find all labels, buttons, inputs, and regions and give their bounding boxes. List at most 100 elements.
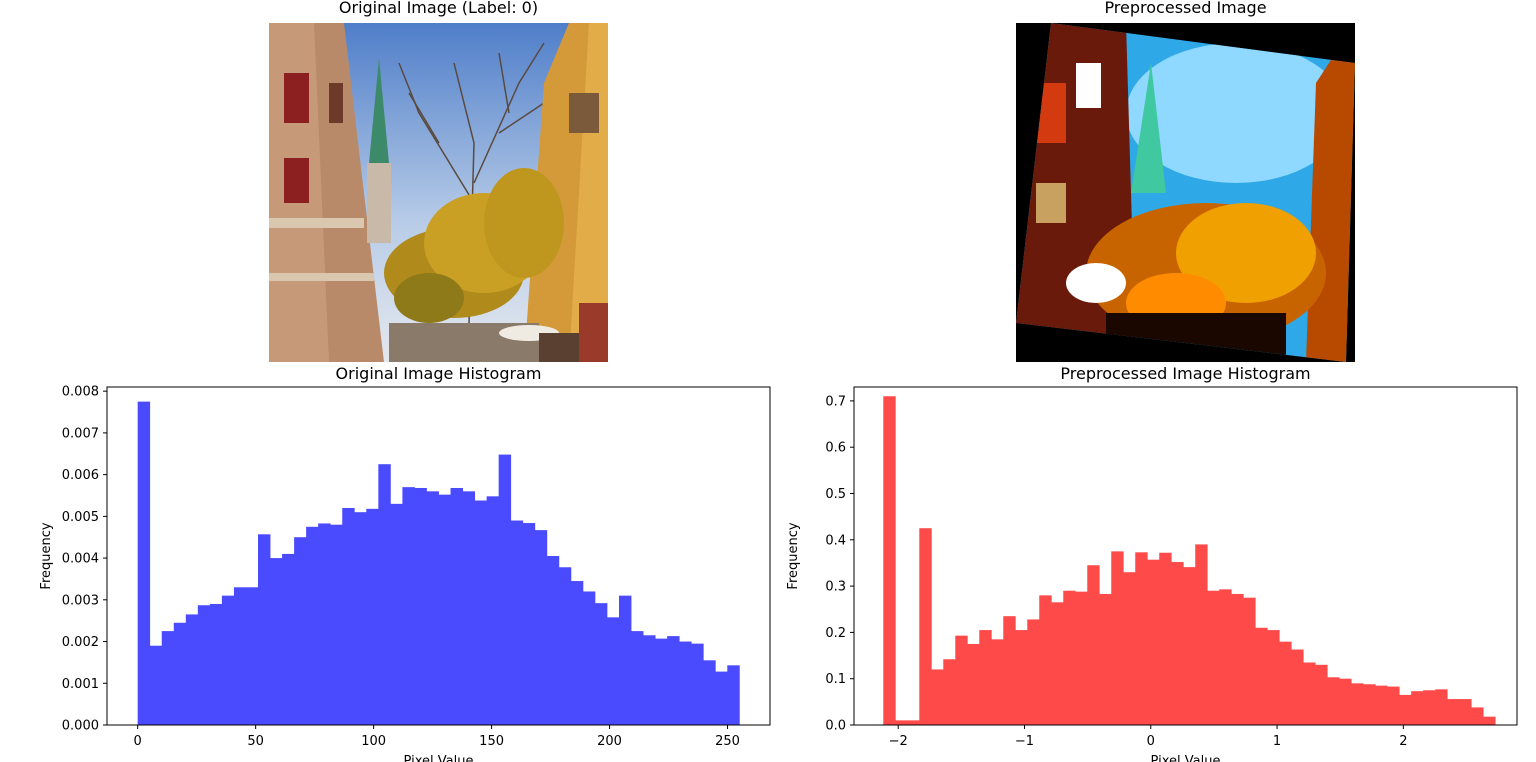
preprocessed-histogram-bar — [919, 528, 932, 725]
original-histogram-bar — [631, 631, 644, 725]
preprocessed-y-tick-label: 0.3 — [825, 580, 846, 595]
original-x-tick-label: 150 — [479, 734, 504, 749]
original-histogram-bar — [390, 503, 403, 725]
original-histogram-bar — [173, 622, 187, 725]
preprocessed-histogram-bar — [1039, 595, 1052, 725]
original-histogram-bar — [318, 523, 331, 725]
original-histogram-bar — [618, 595, 632, 725]
original-histogram-bar — [354, 512, 367, 725]
preprocessed-histogram-bar — [979, 630, 992, 725]
original-histogram-bar — [546, 556, 560, 725]
preprocessed-histogram-bar — [1231, 593, 1244, 725]
preprocessed-histogram-title: Preprocessed Image Histogram — [1060, 364, 1310, 383]
preprocessed-histogram-bar — [1051, 602, 1064, 725]
preprocessed-y-tick-label: 0.2 — [825, 626, 846, 641]
preprocessed-x-tick-label: 1 — [1273, 734, 1281, 749]
preprocessed-histogram-bar — [955, 635, 968, 725]
preprocessed-histogram-bar — [1183, 567, 1196, 725]
original-histogram-bar — [402, 487, 415, 725]
preprocessed-histogram-bar — [1291, 649, 1304, 725]
preprocessed-histogram-bar — [1315, 664, 1328, 725]
original-histogram-bar — [270, 558, 283, 725]
original-y-tick-label: 0.007 — [62, 426, 99, 441]
original-histogram-bar — [703, 660, 716, 725]
original-histogram-bar — [221, 595, 235, 725]
preprocessed-image — [1016, 23, 1355, 362]
original-histogram-title: Original Image Histogram — [336, 364, 542, 383]
original-x-tick-label: 200 — [597, 734, 622, 749]
preprocessed-histogram-bar — [1171, 562, 1184, 725]
preprocessed-histogram-bar — [1435, 689, 1448, 725]
preprocessed-histogram-bar — [1483, 716, 1496, 725]
original-histogram-bar — [462, 491, 475, 725]
preprocessed-histogram-bar — [1399, 694, 1412, 725]
original-y-tick-label: 0.005 — [62, 510, 99, 525]
preprocessed-histogram-bar — [1111, 551, 1124, 725]
preprocessed-histogram-bar — [1411, 691, 1424, 725]
original-histogram-bar — [655, 638, 668, 725]
original-histogram-bar — [570, 581, 584, 725]
preprocessed-histogram-bar — [1015, 630, 1028, 725]
preprocessed-histogram-bar — [883, 396, 896, 725]
original-x-axis-label: Pixel Value — [404, 754, 474, 762]
original-histogram-bar — [643, 635, 656, 725]
preprocessed-histogram-bar — [1255, 627, 1268, 725]
original-histogram-bar — [450, 487, 463, 725]
preprocessed-histogram-bar — [1375, 685, 1388, 725]
preprocessed-x-axis-label: Pixel Value — [1151, 754, 1221, 762]
original-x-tick-label: 50 — [247, 734, 264, 749]
preprocessed-histogram-bar — [1027, 619, 1040, 725]
original-histogram-bar — [161, 631, 175, 725]
original-histogram-bar — [534, 530, 548, 725]
original-y-tick-label: 0.001 — [62, 677, 99, 692]
preprocessed-histogram-bar — [943, 659, 956, 725]
original-image-title: Original Image (Label: 0) — [338, 0, 539, 17]
original-y-tick-label: 0.008 — [62, 385, 99, 400]
preprocessed-histogram-bar — [1363, 684, 1376, 725]
original-histogram-bar — [715, 671, 728, 725]
preprocessed-histogram-bar — [1099, 593, 1112, 725]
original-y-tick-label: 0.004 — [62, 552, 99, 567]
preprocessed-histogram-bar — [1387, 686, 1400, 725]
original-histogram-bar — [510, 520, 524, 725]
original-histogram-bar — [558, 567, 572, 725]
original-histogram-bar — [209, 603, 223, 725]
original-histogram-bar — [366, 508, 379, 725]
preprocessed-histogram-bar — [907, 720, 920, 725]
preprocessed-x-tick-label: −2 — [889, 734, 908, 749]
original-histogram-bar — [258, 534, 271, 725]
original-histogram-bar — [245, 587, 259, 725]
original-histogram-bar — [486, 496, 500, 725]
original-y-axis-label: Frequency — [39, 522, 54, 589]
original-histogram-bar — [378, 464, 391, 725]
preprocessed-histogram-bar — [1219, 589, 1232, 725]
original-y-tick-label: 0.002 — [62, 635, 99, 650]
original-histogram-bar — [498, 454, 512, 725]
original-x-tick-label: 100 — [361, 734, 386, 749]
original-histogram-bar — [233, 587, 247, 725]
preprocessed-y-tick-label: 0.6 — [825, 441, 846, 456]
original-histogram-bar — [727, 665, 740, 725]
preprocessed-histogram-bar — [1063, 590, 1076, 725]
preprocessed-y-tick-label: 0.5 — [825, 487, 846, 502]
preprocessed-histogram-bar — [1243, 597, 1256, 725]
preprocessed-histogram-bar — [1159, 552, 1172, 725]
original-y-tick-label: 0.000 — [62, 719, 99, 734]
preprocessed-histogram-bar — [1279, 641, 1292, 725]
original-histogram-bar — [149, 645, 163, 725]
preprocessed-histogram-bar — [895, 720, 908, 725]
preprocessed-histogram-bar — [1087, 565, 1100, 725]
preprocessed-histogram-bar — [1327, 677, 1340, 725]
original-histogram-bar — [667, 636, 680, 725]
original-histogram-bar — [606, 617, 620, 725]
preprocessed-histogram-bar — [991, 639, 1004, 725]
original-histogram-bar — [197, 605, 211, 725]
original-histogram-bar — [691, 643, 704, 725]
original-axes-frame — [106, 386, 771, 726]
preprocessed-y-axis-label: Frequency — [786, 522, 801, 589]
preprocessed-histogram-bar — [931, 669, 944, 725]
original-histogram-bar — [137, 401, 151, 725]
preprocessed-y-tick-label: 0.7 — [825, 394, 846, 409]
preprocessed-histogram-bar — [1351, 683, 1364, 725]
